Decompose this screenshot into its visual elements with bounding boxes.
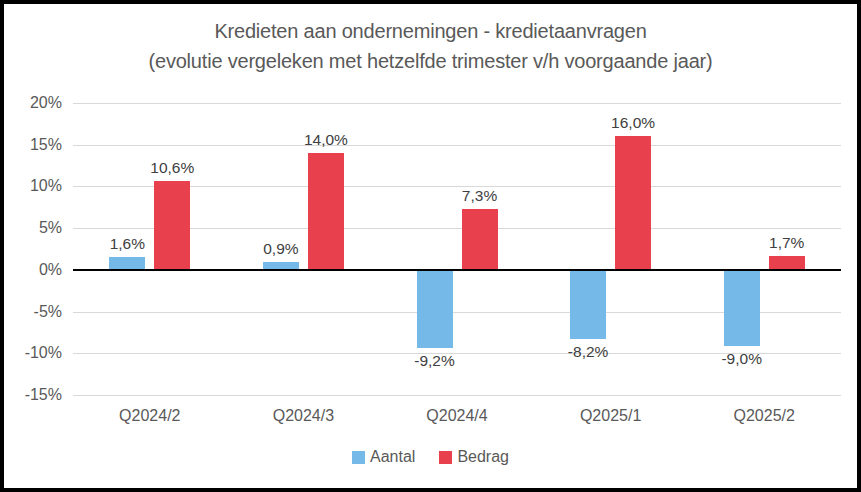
legend-label-aantal: Aantal [370, 449, 415, 465]
data-label-aantal-Q2024/4: -9,2% [395, 352, 475, 370]
data-label-aantal-Q2024/2: 1,6% [87, 235, 167, 253]
y-axis-tick-label: -10% [12, 345, 62, 361]
data-label-bedrag-Q2024/3: 14,0% [286, 131, 366, 149]
y-axis-tick-label: 20% [12, 95, 62, 111]
legend-label-bedrag: Bedrag [457, 449, 509, 465]
y-axis-tick-label: 5% [12, 220, 62, 236]
bar-aantal-Q2025/1 [570, 271, 606, 339]
gridline [73, 395, 841, 396]
y-axis-tick-label: 0% [12, 262, 62, 278]
chart-frame: Kredieten aan ondernemingen - kredietaan… [0, 0, 861, 492]
x-axis-category-label: Q2025/1 [534, 407, 688, 425]
chart-title-line2: (evolutie vergeleken met hetzelfde trime… [0, 46, 861, 76]
data-label-bedrag-Q2025/2: 1,7% [747, 234, 827, 252]
chart-title: Kredieten aan ondernemingen - kredietaan… [0, 16, 861, 76]
data-label-bedrag-Q2024/4: 7,3% [440, 187, 520, 205]
bar-aantal-Q2025/2 [724, 271, 760, 346]
bar-bedrag-Q2025/1 [615, 136, 651, 269]
y-axis-tick-label: -15% [12, 387, 62, 403]
data-label-bedrag-Q2025/1: 16,0% [593, 114, 673, 132]
chart-title-line1: Kredieten aan ondernemingen - kredietaan… [0, 16, 861, 46]
bar-bedrag-Q2025/2 [769, 256, 805, 270]
x-axis-category-label: Q2024/3 [227, 407, 381, 425]
x-axis-category-label: Q2024/2 [73, 407, 227, 425]
zero-axis-line [73, 269, 841, 271]
data-label-aantal-Q2025/2: -9,0% [702, 350, 782, 368]
data-label-aantal-Q2024/3: 0,9% [241, 240, 321, 258]
data-label-bedrag-Q2024/2: 10,6% [132, 159, 212, 177]
x-axis-category-label: Q2025/2 [687, 407, 841, 425]
x-axis-category-label: Q2024/4 [380, 407, 534, 425]
legend-item-aantal: Aantal [352, 449, 415, 465]
gridline [73, 103, 841, 104]
gridline [73, 145, 841, 146]
legend-swatch-aantal [352, 451, 365, 464]
legend: Aantal Bedrag [0, 449, 861, 465]
y-axis-tick-label: -5% [12, 304, 62, 320]
legend-item-bedrag: Bedrag [439, 449, 509, 465]
y-axis-tick-label: 15% [12, 137, 62, 153]
data-label-aantal-Q2025/1: -8,2% [548, 343, 628, 361]
bar-aantal-Q2024/4 [417, 271, 453, 348]
y-axis-tick-label: 10% [12, 178, 62, 194]
bar-bedrag-Q2024/4 [462, 209, 498, 270]
bar-bedrag-Q2024/2 [154, 181, 190, 269]
legend-swatch-bedrag [439, 451, 452, 464]
bar-aantal-Q2024/2 [109, 257, 145, 270]
